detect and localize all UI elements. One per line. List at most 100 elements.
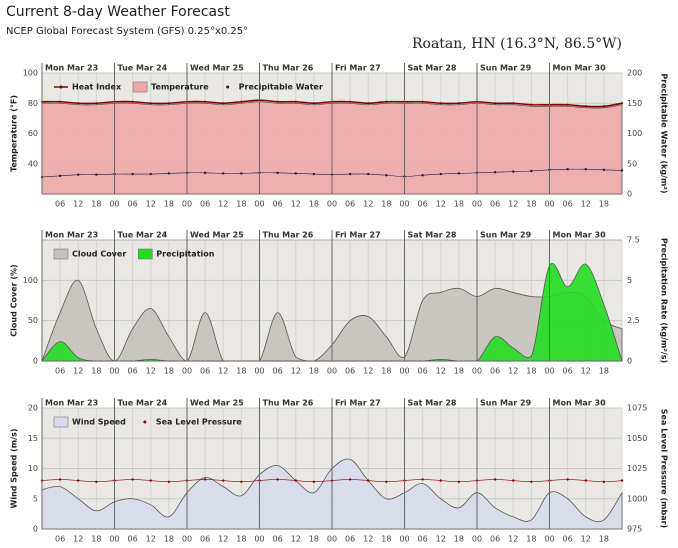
point: [240, 100, 243, 103]
y2-tick-label: 150: [627, 99, 642, 108]
point: [512, 479, 515, 482]
x-tick-label: 12: [363, 535, 373, 544]
legend-label: Temperature: [151, 83, 209, 92]
x-tick-label: 18: [454, 367, 464, 376]
x-tick-label: 18: [164, 200, 174, 209]
y-tick-label: 100: [23, 276, 38, 285]
point: [149, 479, 152, 482]
point: [584, 167, 587, 171]
point: [276, 478, 279, 481]
x-tick-label: 18: [526, 535, 536, 544]
y2-axis-label: Precipitation Rate (kg/m²/s): [660, 238, 669, 363]
x-tick-label: 06: [490, 535, 500, 544]
x-tick-label: 12: [218, 535, 228, 544]
point: [421, 478, 424, 481]
point: [59, 100, 62, 103]
x-tick-label: 00: [109, 200, 119, 209]
x-tick-label: 06: [563, 200, 573, 209]
day-label: Mon Mar 30: [553, 231, 607, 240]
day-label: Tue Mar 24: [118, 231, 168, 240]
point: [77, 173, 80, 176]
point: [95, 173, 98, 176]
x-tick-label: 06: [418, 367, 428, 376]
day-label: Tue Mar 24: [118, 64, 168, 73]
y2-tick-label: 200: [627, 69, 642, 78]
day-label: Tue Mar 24: [118, 399, 168, 408]
x-tick-label: 12: [291, 367, 301, 376]
y2-tick-label: 1075: [627, 404, 647, 413]
y-tick-label: 20: [28, 404, 38, 413]
x-tick-label: 12: [508, 535, 518, 544]
x-tick-label: 12: [363, 367, 373, 376]
point: [457, 102, 460, 105]
point: [584, 479, 587, 482]
point: [493, 171, 497, 174]
point: [457, 172, 461, 175]
point: [149, 102, 152, 105]
point: [58, 174, 62, 178]
point: [348, 172, 352, 176]
point: [530, 480, 533, 484]
x-tick-label: 06: [200, 367, 210, 376]
point: [566, 103, 569, 106]
x-tick-label: 00: [254, 535, 264, 544]
x-tick-label: 00: [399, 535, 409, 544]
point: [312, 480, 316, 484]
x-tick-label: 00: [327, 200, 337, 209]
x-tick-label: 06: [55, 535, 65, 544]
day-label: Sat Mar 28: [408, 231, 457, 240]
point: [620, 479, 624, 482]
x-tick-label: 18: [164, 535, 174, 544]
day-label: Sun Mar 29: [480, 399, 532, 408]
x-tick-label: 00: [544, 367, 554, 376]
point: [620, 102, 624, 105]
x-tick-label: 00: [182, 200, 192, 209]
x-tick-label: 06: [273, 535, 283, 544]
x-tick-label: 18: [236, 367, 246, 376]
x-tick-label: 12: [508, 367, 518, 376]
x-tick-label: 00: [399, 367, 409, 376]
day-label: Wed Mar 25: [190, 64, 244, 73]
point: [494, 102, 497, 105]
point: [203, 478, 207, 481]
legend-swatch: [53, 248, 69, 260]
day-label: Wed Mar 25: [190, 231, 244, 240]
point: [421, 174, 424, 177]
point: [385, 100, 388, 103]
x-tick-label: 06: [128, 535, 138, 544]
point: [367, 172, 370, 176]
location: Roatan, HN (16.3°N, 86.5°W): [412, 36, 622, 52]
x-tick-label: 18: [91, 200, 101, 209]
point: [457, 480, 461, 484]
x-tick-label: 12: [146, 535, 156, 544]
legend-swatch: [59, 85, 63, 89]
point: [620, 169, 624, 172]
point: [512, 102, 515, 105]
point: [439, 102, 442, 105]
x-tick-label: 00: [472, 535, 482, 544]
x-tick-label: 12: [291, 200, 301, 209]
x-tick-label: 12: [218, 367, 228, 376]
day-label: Fri Mar 27: [335, 399, 381, 408]
y2-tick-label: 7.5: [627, 236, 640, 245]
legend-swatch: [132, 81, 148, 93]
x-tick-label: 18: [236, 200, 246, 209]
point: [530, 103, 533, 106]
y-axis-label: Temperature (°F): [10, 95, 19, 172]
x-tick-label: 12: [146, 200, 156, 209]
x-tick-label: 18: [236, 535, 246, 544]
x-tick-label: 18: [381, 367, 391, 376]
legend-label: Sea Level Pressure: [156, 418, 242, 427]
x-tick-label: 00: [109, 535, 119, 544]
y-tick-label: 5: [33, 494, 38, 503]
x-tick-label: 12: [146, 367, 156, 376]
x-tick-label: 00: [472, 367, 482, 376]
y2-tick-label: 1050: [627, 434, 647, 443]
point: [385, 174, 388, 177]
legend-swatch: [137, 248, 153, 260]
x-tick-label: 12: [73, 367, 83, 376]
x-tick-label: 18: [381, 535, 391, 544]
day-label: Sat Mar 28: [408, 399, 457, 408]
day-label: Thu Mar 26: [263, 399, 314, 408]
